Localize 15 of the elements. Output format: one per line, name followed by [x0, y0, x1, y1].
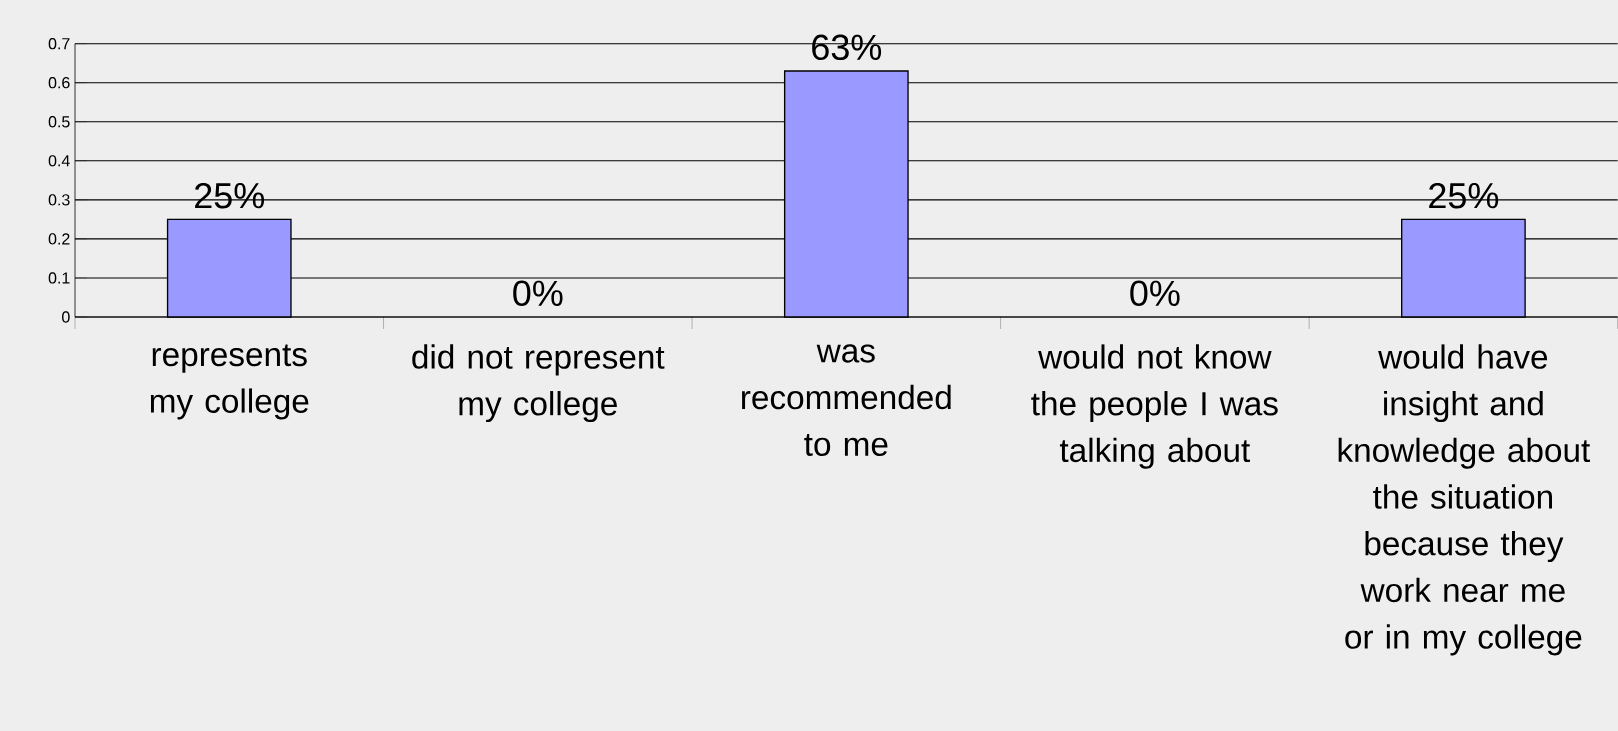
y-tick-label: 0.4 [48, 155, 70, 167]
x-tick-label: would have insight and knowledge about the situation because they work near me or in my college [1338, 344, 1591, 656]
data-label: 0% [513, 280, 563, 307]
data-label: 0% [1130, 280, 1180, 307]
y-tick-label: 0.5 [48, 116, 70, 128]
y-tick-label: 0.2 [48, 233, 70, 245]
y-tick-label: 0.1 [48, 272, 70, 284]
y-tick-label: 0 [62, 311, 70, 323]
x-tick-label: was recommended to me [742, 344, 951, 456]
y-tick-label: 0.6 [48, 77, 70, 89]
y-tick-label: 0.3 [48, 194, 70, 206]
x-tick-label: would not know the people I was talking about [1031, 344, 1278, 469]
y-tick-label: 0.7 [48, 38, 70, 50]
x-tick-label: did not represent my college [412, 344, 665, 423]
x-tick-label: represents my college [150, 344, 309, 420]
